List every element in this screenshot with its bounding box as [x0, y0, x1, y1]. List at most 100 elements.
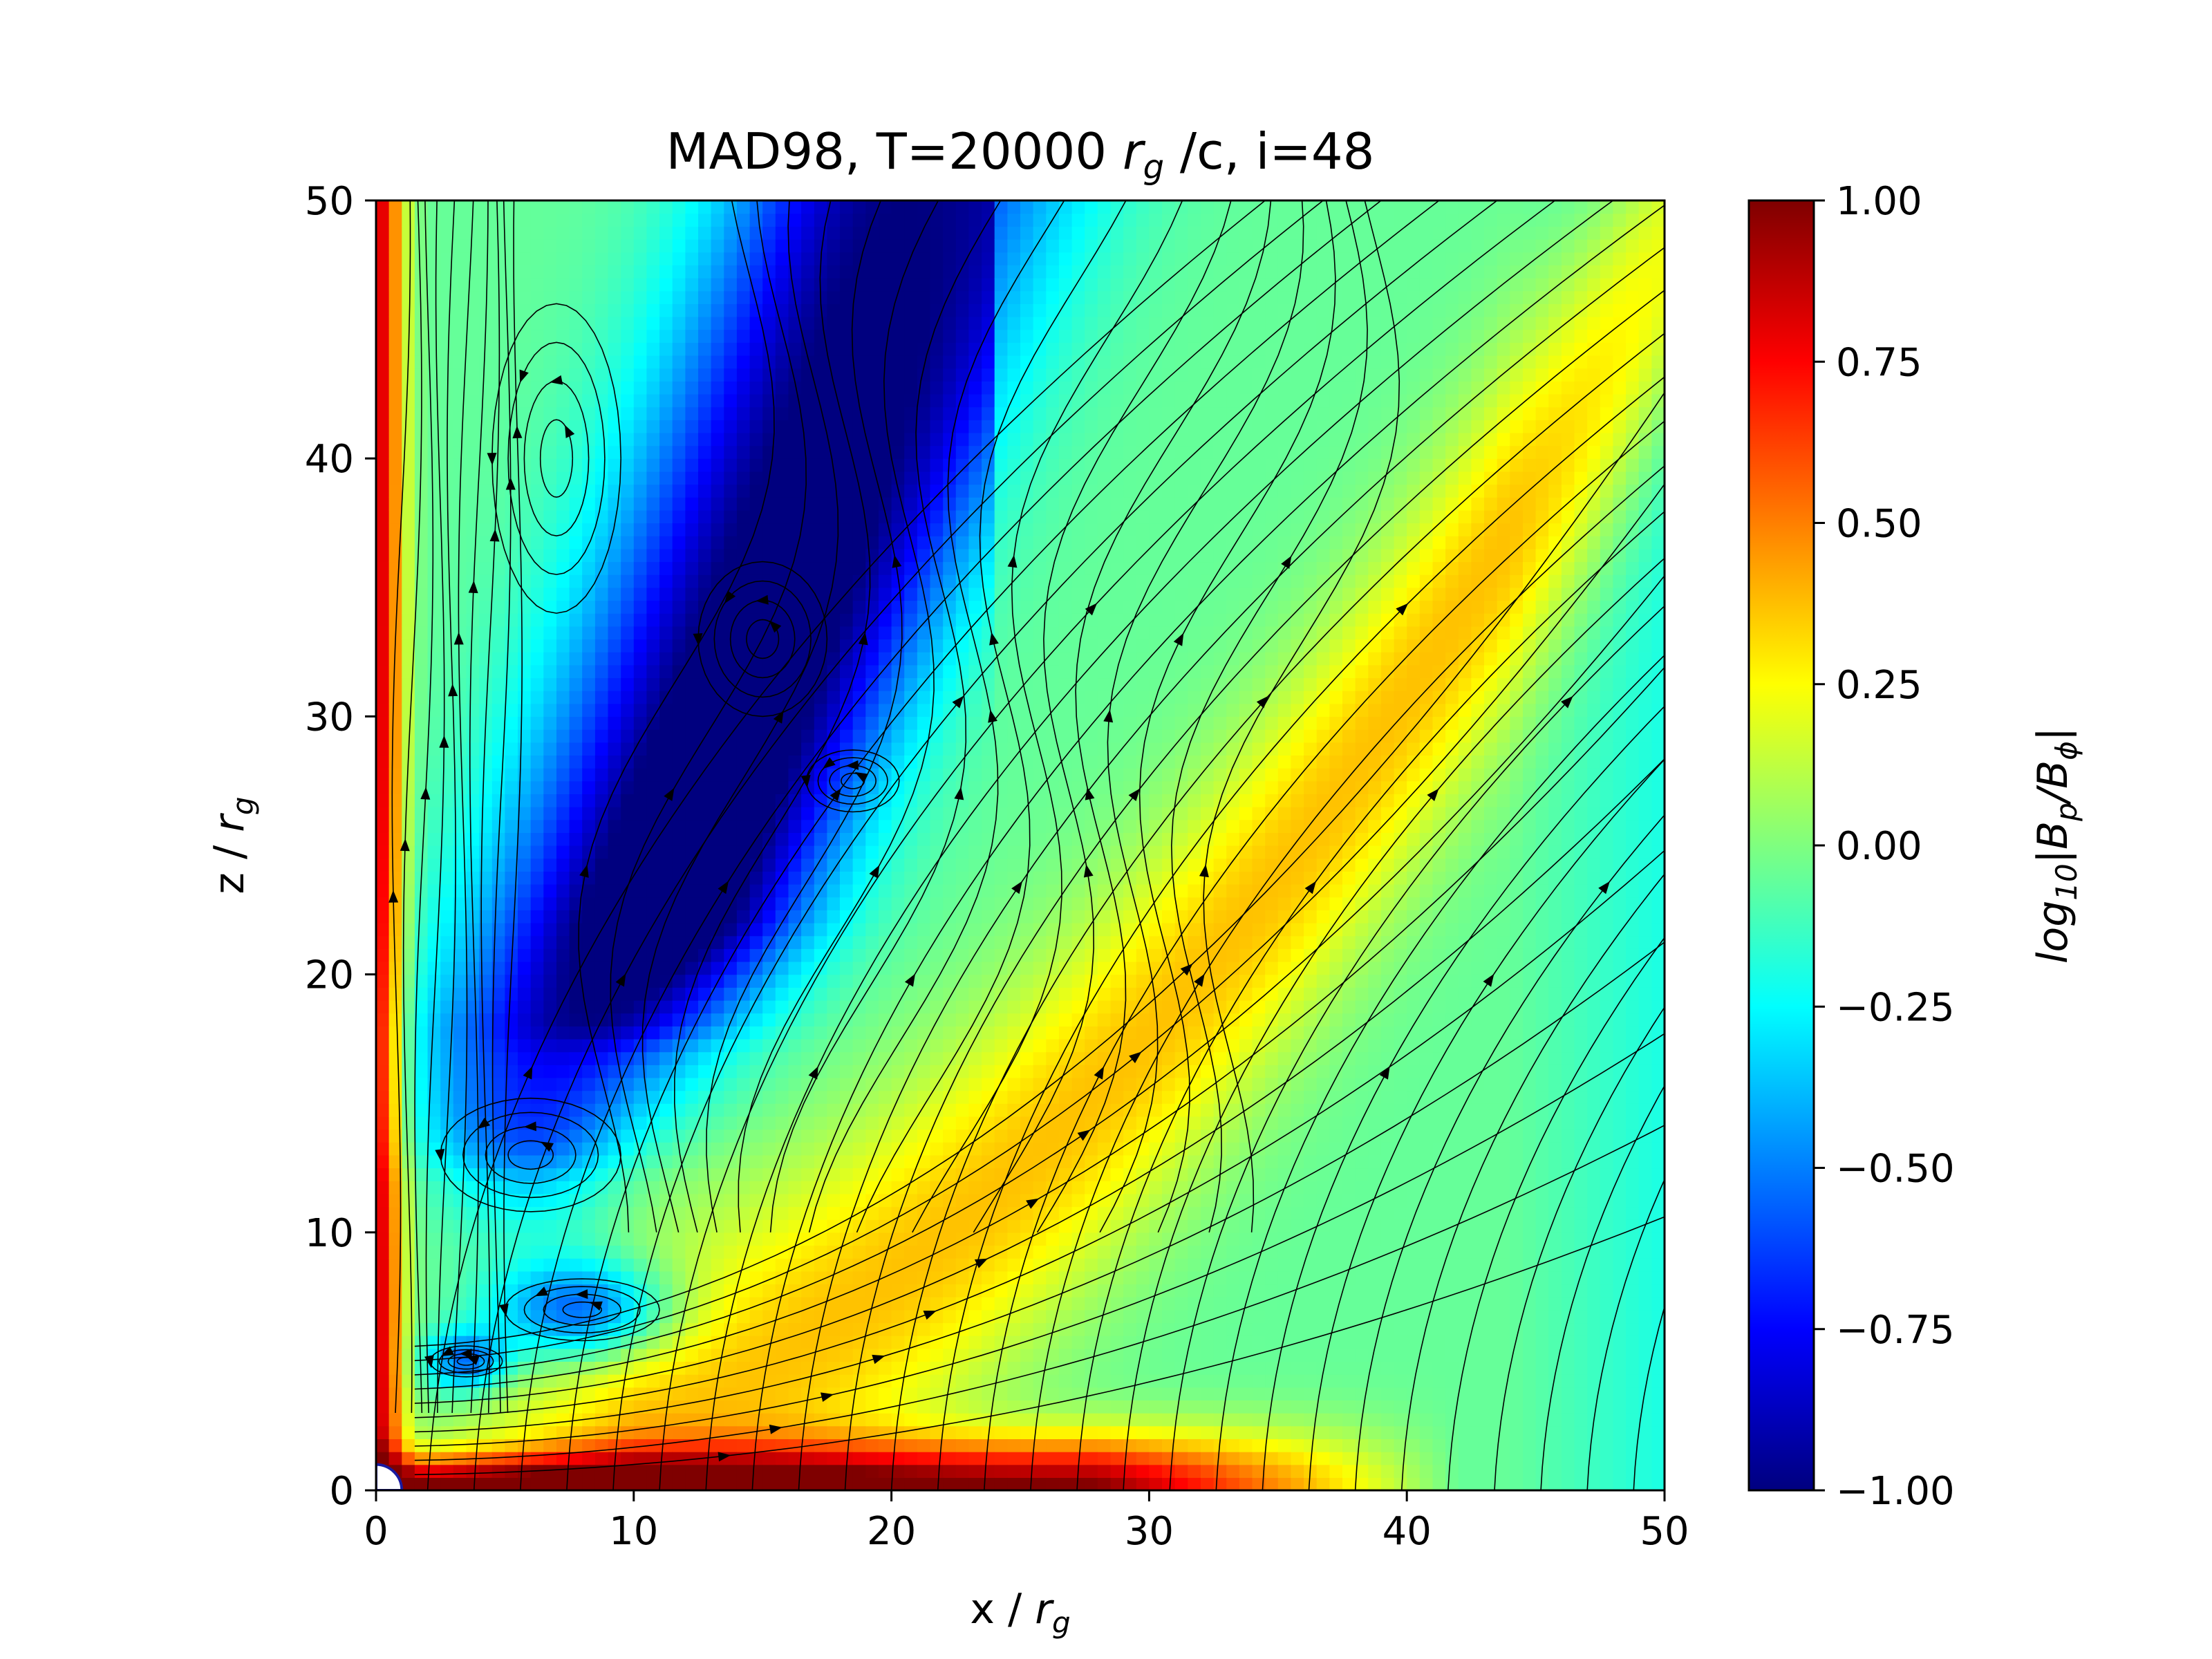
heatmap-cell: [453, 923, 467, 937]
heatmap-cell: [955, 278, 969, 292]
heatmap-cell: [724, 664, 738, 679]
heatmap-cell: [736, 1065, 751, 1078]
heatmap-cell: [827, 303, 841, 317]
heatmap-cell: [788, 471, 802, 485]
heatmap-cell: [724, 755, 738, 769]
heatmap-cell: [402, 1477, 415, 1490]
heatmap-cell: [788, 961, 802, 975]
heatmap-cell: [530, 316, 544, 330]
heatmap-cell: [852, 626, 866, 640]
heatmap-cell: [621, 961, 635, 975]
heatmap-cell: [479, 600, 493, 614]
heatmap-cell: [608, 1206, 621, 1220]
heatmap-cell: [569, 1000, 583, 1014]
heatmap-cell: [865, 1038, 879, 1053]
heatmap-cell: [440, 1103, 454, 1117]
heatmap-cell: [491, 910, 505, 924]
heatmap-cell: [505, 639, 518, 653]
heatmap-cell: [775, 768, 789, 782]
heatmap-cell: [621, 587, 635, 601]
heatmap-cell: [685, 278, 699, 292]
heatmap-cell: [827, 1129, 841, 1143]
heatmap-cell: [865, 1413, 879, 1427]
heatmap-cell: [453, 368, 467, 382]
heatmap-cell: [388, 664, 402, 679]
heatmap-cell: [427, 1322, 441, 1336]
heatmap-cell: [453, 794, 467, 807]
heatmap-cell: [672, 561, 686, 575]
heatmap-cell: [1007, 1000, 1021, 1014]
heatmap-cell: [685, 884, 699, 898]
heatmap-cell: [879, 484, 892, 498]
heatmap-cell: [659, 509, 673, 524]
heatmap-cell: [943, 1245, 957, 1259]
heatmap-cell: [518, 987, 532, 1001]
heatmap-cell: [711, 1103, 724, 1117]
heatmap-cell: [453, 626, 467, 640]
heatmap-cell: [427, 278, 441, 292]
heatmap-cell: [569, 1129, 583, 1143]
heatmap-cell: [582, 1090, 596, 1104]
heatmap-cell: [594, 420, 609, 433]
heatmap-cell: [376, 948, 390, 962]
heatmap-cell: [672, 226, 686, 240]
heatmap-cell: [955, 858, 969, 872]
heatmap-cell: [569, 1013, 583, 1027]
heatmap-cell: [646, 1013, 660, 1027]
heatmap-cell: [479, 910, 493, 924]
heatmap-cell: [982, 1322, 995, 1336]
heatmap-cell: [879, 1206, 892, 1220]
heatmap-cell: [788, 819, 802, 833]
heatmap-cell: [621, 1051, 635, 1065]
heatmap-cell: [659, 1051, 673, 1065]
heatmap-cell: [453, 1181, 467, 1194]
heatmap-cell: [569, 484, 583, 498]
heatmap-cell: [724, 1065, 738, 1078]
heatmap-cell: [376, 432, 390, 447]
heatmap-cell: [982, 1271, 995, 1285]
heatmap-cell: [479, 729, 493, 743]
heatmap-cell: [749, 677, 763, 691]
heatmap-cell: [968, 548, 982, 563]
heatmap-cell: [453, 1348, 467, 1362]
heatmap-cell: [388, 239, 402, 253]
heatmap-cell: [943, 691, 957, 704]
heatmap-cell: [801, 226, 815, 240]
heatmap-cell: [711, 471, 724, 485]
heatmap-cell: [749, 639, 763, 653]
heatmap-cell: [762, 1400, 776, 1414]
heatmap-cell: [402, 368, 415, 382]
heatmap-cell: [762, 1168, 776, 1181]
heatmap-cell: [775, 677, 789, 691]
heatmap-cell: [608, 755, 621, 769]
heatmap-cell: [943, 1103, 957, 1117]
heatmap-cell: [594, 626, 609, 640]
heatmap-cell: [621, 1361, 635, 1375]
heatmap-cell: [968, 458, 982, 472]
heatmap-cell: [749, 884, 763, 898]
heatmap-cell: [594, 1374, 609, 1388]
heatmap-cell: [1007, 355, 1021, 369]
heatmap-cell: [749, 974, 763, 988]
heatmap-cell: [827, 1477, 841, 1490]
heatmap-cell: [491, 897, 505, 910]
heatmap-cell: [827, 213, 841, 227]
heatmap-cell: [736, 523, 751, 536]
heatmap-cell: [749, 1245, 763, 1259]
heatmap-cell: [788, 561, 802, 575]
heatmap-cell: [917, 1077, 931, 1091]
heatmap-cell: [724, 858, 738, 872]
heatmap-cell: [917, 1464, 931, 1478]
heatmap-cell: [968, 226, 982, 240]
heatmap-cell: [621, 935, 635, 949]
heatmap-cell: [453, 561, 467, 575]
heatmap-cell: [582, 1413, 596, 1427]
heatmap-cell: [788, 1026, 802, 1040]
heatmap-cell: [672, 974, 686, 988]
heatmap-cell: [672, 536, 686, 550]
heatmap-cell: [775, 1387, 789, 1400]
heatmap-cell: [814, 1464, 827, 1478]
heatmap-cell: [994, 1206, 1008, 1220]
heatmap-cell: [814, 1129, 827, 1143]
heatmap-cell: [646, 845, 660, 859]
